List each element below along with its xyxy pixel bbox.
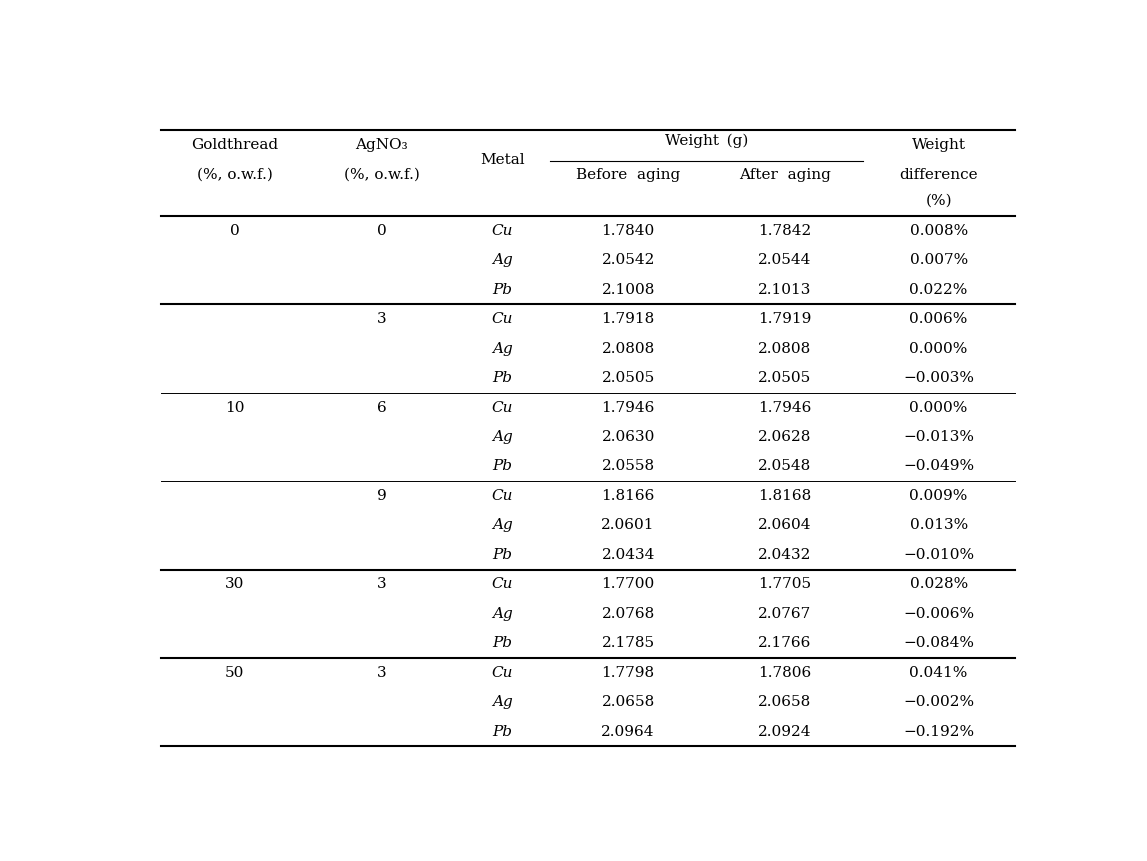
Text: 1.7806: 1.7806	[758, 666, 811, 679]
Text: 2.1766: 2.1766	[758, 636, 811, 650]
Text: 2.0548: 2.0548	[758, 460, 811, 474]
Text: 2.0768: 2.0768	[601, 607, 655, 621]
Text: −0.049%: −0.049%	[903, 460, 974, 474]
Text: 2.0808: 2.0808	[758, 342, 811, 356]
Text: 0.007%: 0.007%	[910, 253, 968, 267]
Text: 2.0601: 2.0601	[601, 518, 655, 532]
Text: 0.009%: 0.009%	[910, 489, 968, 503]
Text: Cu: Cu	[492, 224, 513, 238]
Text: AgNO₃: AgNO₃	[356, 139, 408, 152]
Text: 6: 6	[376, 400, 387, 414]
Text: 1.7946: 1.7946	[601, 400, 655, 414]
Text: 2.0767: 2.0767	[758, 607, 811, 621]
Text: −0.010%: −0.010%	[903, 548, 974, 562]
Text: Pb: Pb	[492, 282, 513, 297]
Text: 1.7918: 1.7918	[601, 313, 655, 326]
Text: 2.0505: 2.0505	[601, 371, 655, 385]
Text: −0.002%: −0.002%	[903, 695, 974, 709]
Text: After  aging: After aging	[739, 168, 830, 182]
Text: Pb: Pb	[492, 460, 513, 474]
Text: 2.0542: 2.0542	[601, 253, 655, 267]
Text: 0.000%: 0.000%	[910, 342, 968, 356]
Text: Ag: Ag	[492, 430, 513, 444]
Text: 2.0808: 2.0808	[601, 342, 655, 356]
Text: Ag: Ag	[492, 253, 513, 267]
Text: Ag: Ag	[492, 342, 513, 356]
Text: 9: 9	[376, 489, 387, 503]
Text: 2.1013: 2.1013	[758, 282, 811, 297]
Text: 2.0658: 2.0658	[601, 695, 655, 709]
Text: 2.0544: 2.0544	[758, 253, 811, 267]
Text: Pb: Pb	[492, 371, 513, 385]
Text: 2.1008: 2.1008	[601, 282, 655, 297]
Text: Metal: Metal	[481, 153, 525, 167]
Text: 2.0630: 2.0630	[601, 430, 655, 444]
Text: 1.7798: 1.7798	[601, 666, 655, 679]
Text: Cu: Cu	[492, 578, 513, 592]
Text: 2.0604: 2.0604	[758, 518, 811, 532]
Text: Cu: Cu	[492, 489, 513, 503]
Text: 1.8166: 1.8166	[601, 489, 655, 503]
Text: 1.7840: 1.7840	[601, 224, 655, 238]
Text: 0: 0	[376, 224, 387, 238]
Text: 2.0964: 2.0964	[601, 725, 655, 739]
Text: 0.041%: 0.041%	[910, 666, 968, 679]
Text: 0.008%: 0.008%	[910, 224, 968, 238]
Text: Pb: Pb	[492, 636, 513, 650]
Text: 1.7919: 1.7919	[758, 313, 811, 326]
Text: 1.7705: 1.7705	[758, 578, 811, 592]
Text: Pb: Pb	[492, 548, 513, 562]
Text: 0.013%: 0.013%	[910, 518, 968, 532]
Text: 2.0558: 2.0558	[601, 460, 655, 474]
Text: 1.7842: 1.7842	[758, 224, 811, 238]
Text: Ag: Ag	[492, 607, 513, 621]
Text: (%): (%)	[926, 194, 952, 208]
Text: −0.013%: −0.013%	[903, 430, 974, 444]
Text: Cu: Cu	[492, 313, 513, 326]
Text: −0.084%: −0.084%	[903, 636, 974, 650]
Text: Pb: Pb	[492, 725, 513, 739]
Text: 2.0434: 2.0434	[601, 548, 655, 562]
Text: −0.006%: −0.006%	[903, 607, 974, 621]
Text: 2.0924: 2.0924	[758, 725, 811, 739]
Text: 1.8168: 1.8168	[758, 489, 811, 503]
Text: 1.7700: 1.7700	[601, 578, 655, 592]
Text: 2.0505: 2.0505	[758, 371, 811, 385]
Text: (%, o.w.f.): (%, o.w.f.)	[344, 168, 420, 182]
Text: 1.7946: 1.7946	[758, 400, 811, 414]
Text: (%, o.w.f.): (%, o.w.f.)	[196, 168, 273, 182]
Text: 0.022%: 0.022%	[910, 282, 968, 297]
Text: Cu: Cu	[492, 666, 513, 679]
Text: 0.000%: 0.000%	[910, 400, 968, 414]
Text: −0.003%: −0.003%	[903, 371, 974, 385]
Text: Before  aging: Before aging	[576, 168, 680, 182]
Text: Cu: Cu	[492, 400, 513, 414]
Text: 30: 30	[225, 578, 244, 592]
Text: 2.1785: 2.1785	[601, 636, 655, 650]
Text: Ag: Ag	[492, 518, 513, 532]
Text: 50: 50	[225, 666, 244, 679]
Text: Weight (g): Weight (g)	[664, 133, 748, 148]
Text: 2.0658: 2.0658	[758, 695, 811, 709]
Text: difference: difference	[899, 168, 978, 182]
Text: 3: 3	[377, 666, 387, 679]
Text: 3: 3	[377, 578, 387, 592]
Text: 0: 0	[229, 224, 240, 238]
Text: Goldthread: Goldthread	[192, 139, 279, 152]
Text: 3: 3	[377, 313, 387, 326]
Text: Weight: Weight	[912, 139, 966, 152]
Text: Ag: Ag	[492, 695, 513, 709]
Text: −0.192%: −0.192%	[903, 725, 974, 739]
Text: 0.028%: 0.028%	[910, 578, 968, 592]
Text: 2.0432: 2.0432	[758, 548, 811, 562]
Text: 2.0628: 2.0628	[758, 430, 811, 444]
Text: 0.006%: 0.006%	[910, 313, 968, 326]
Text: 10: 10	[225, 400, 244, 414]
